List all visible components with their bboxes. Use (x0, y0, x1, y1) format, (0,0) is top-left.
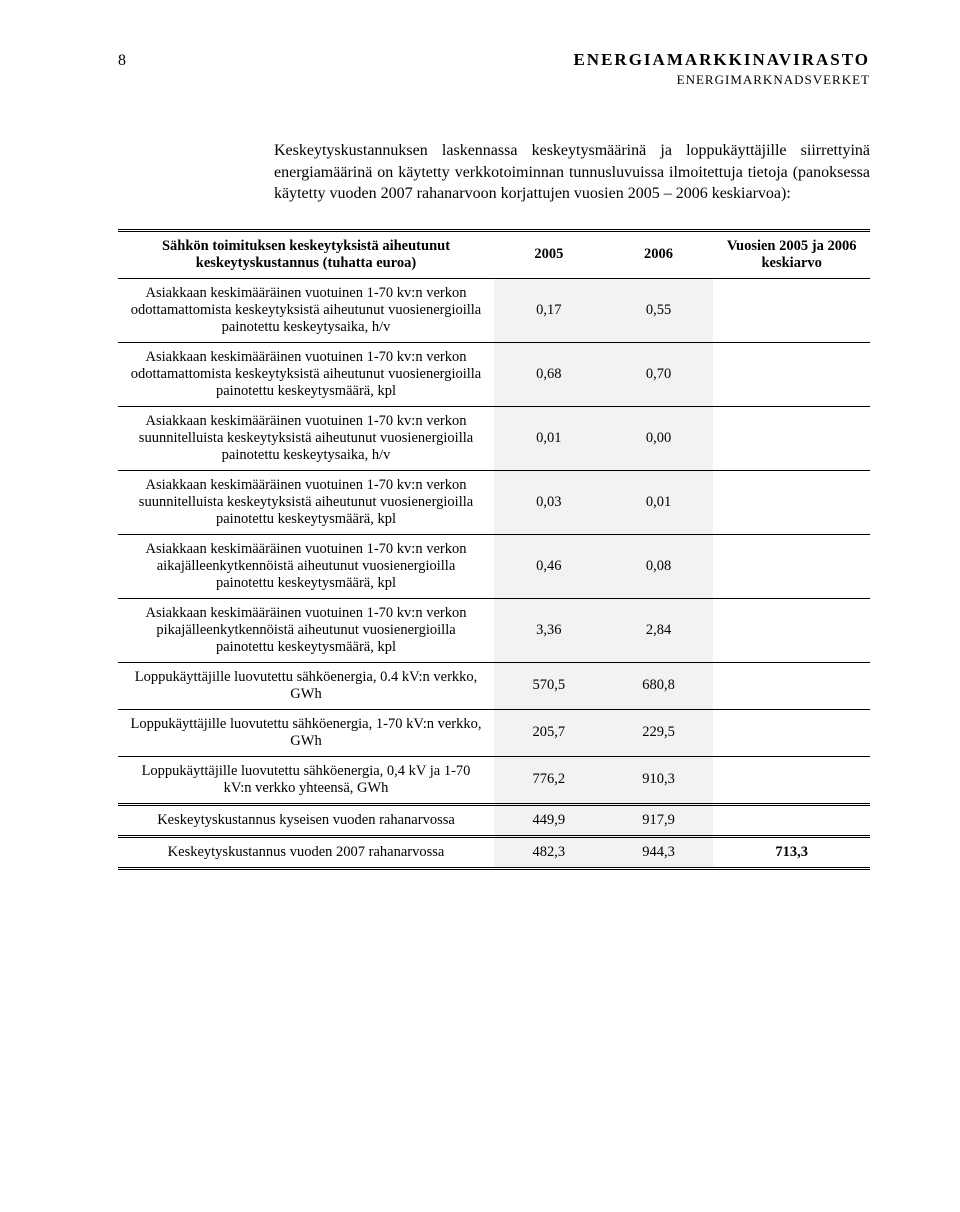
row-val-2005: 482,3 (494, 836, 604, 868)
row-label: Asiakkaan keskimääräinen vuotuinen 1-70 … (118, 342, 494, 406)
row-val-avg (713, 278, 870, 342)
row-val-2006: 910,3 (604, 756, 714, 804)
row-label: Loppukäyttäjille luovutettu sähköenergia… (118, 709, 494, 756)
row-val-avg: 713,3 (713, 836, 870, 868)
row-val-2005: 0,17 (494, 278, 604, 342)
row-val-2005: 0,03 (494, 470, 604, 534)
table-row: Loppukäyttäjille luovutettu sähköenergia… (118, 756, 870, 804)
row-val-avg (713, 756, 870, 804)
row-label: Asiakkaan keskimääräinen vuotuinen 1-70 … (118, 470, 494, 534)
agency-title-fi: ENERGIAMARKKINAVIRASTO (268, 50, 870, 70)
table-header-row: Sähkön toimituksen keskeytyksistä aiheut… (118, 230, 870, 278)
page-number: 8 (118, 52, 268, 70)
table-row: Asiakkaan keskimääräinen vuotuinen 1-70 … (118, 534, 870, 598)
table-row: Asiakkaan keskimääräinen vuotuinen 1-70 … (118, 278, 870, 342)
col-header-2006: 2006 (604, 230, 714, 278)
interruption-cost-table: Sähkön toimituksen keskeytyksistä aiheut… (118, 229, 870, 870)
table-row: Asiakkaan keskimääräinen vuotuinen 1-70 … (118, 406, 870, 470)
row-val-2005: 205,7 (494, 709, 604, 756)
row-val-2006: 0,00 (604, 406, 714, 470)
row-val-2006: 0,08 (604, 534, 714, 598)
row-val-2006: 0,01 (604, 470, 714, 534)
col-header-label: Sähkön toimituksen keskeytyksistä aiheut… (118, 230, 494, 278)
col-header-2005: 2005 (494, 230, 604, 278)
row-val-avg (713, 470, 870, 534)
table-row: Keskeytyskustannus kyseisen vuoden rahan… (118, 804, 870, 836)
header-right: ENERGIAMARKKINAVIRASTO ENERGIMARKNADSVER… (268, 50, 870, 88)
table-row: Loppukäyttäjille luovutettu sähköenergia… (118, 662, 870, 709)
row-label: Keskeytyskustannus vuoden 2007 rahanarvo… (118, 836, 494, 868)
row-label: Keskeytyskustannus kyseisen vuoden rahan… (118, 804, 494, 836)
row-val-2005: 0,01 (494, 406, 604, 470)
page-header: 8 ENERGIAMARKKINAVIRASTO ENERGIMARKNADSV… (118, 50, 870, 88)
table-row: Loppukäyttäjille luovutettu sähköenergia… (118, 709, 870, 756)
row-val-avg (713, 709, 870, 756)
row-val-avg (713, 534, 870, 598)
row-val-avg (713, 598, 870, 662)
row-val-2005: 776,2 (494, 756, 604, 804)
table-row: Keskeytyskustannus vuoden 2007 rahanarvo… (118, 836, 870, 868)
row-val-avg (713, 342, 870, 406)
row-val-2006: 0,70 (604, 342, 714, 406)
intro-paragraph: Keskeytyskustannuksen laskennassa keskey… (274, 140, 870, 205)
row-val-2005: 3,36 (494, 598, 604, 662)
agency-title-sv: ENERGIMARKNADSVERKET (268, 72, 870, 88)
row-label: Loppukäyttäjille luovutettu sähköenergia… (118, 662, 494, 709)
row-val-2005: 0,46 (494, 534, 604, 598)
row-val-2005: 570,5 (494, 662, 604, 709)
row-val-2005: 0,68 (494, 342, 604, 406)
row-label: Asiakkaan keskimääräinen vuotuinen 1-70 … (118, 406, 494, 470)
row-val-2006: 917,9 (604, 804, 714, 836)
row-label: Asiakkaan keskimääräinen vuotuinen 1-70 … (118, 534, 494, 598)
row-label: Loppukäyttäjille luovutettu sähköenergia… (118, 756, 494, 804)
document-page: 8 ENERGIAMARKKINAVIRASTO ENERGIMARKNADSV… (0, 0, 960, 930)
row-val-2005: 449,9 (494, 804, 604, 836)
row-label: Asiakkaan keskimääräinen vuotuinen 1-70 … (118, 278, 494, 342)
row-val-2006: 0,55 (604, 278, 714, 342)
col-header-avg: Vuosien 2005 ja 2006 keskiarvo (713, 230, 870, 278)
table-row: Asiakkaan keskimääräinen vuotuinen 1-70 … (118, 598, 870, 662)
table-row: Asiakkaan keskimääräinen vuotuinen 1-70 … (118, 470, 870, 534)
table-row: Asiakkaan keskimääräinen vuotuinen 1-70 … (118, 342, 870, 406)
row-val-2006: 2,84 (604, 598, 714, 662)
row-label: Asiakkaan keskimääräinen vuotuinen 1-70 … (118, 598, 494, 662)
table-body: Asiakkaan keskimääräinen vuotuinen 1-70 … (118, 278, 870, 868)
row-val-2006: 944,3 (604, 836, 714, 868)
row-val-2006: 680,8 (604, 662, 714, 709)
row-val-avg (713, 804, 870, 836)
row-val-avg (713, 662, 870, 709)
row-val-2006: 229,5 (604, 709, 714, 756)
row-val-avg (713, 406, 870, 470)
